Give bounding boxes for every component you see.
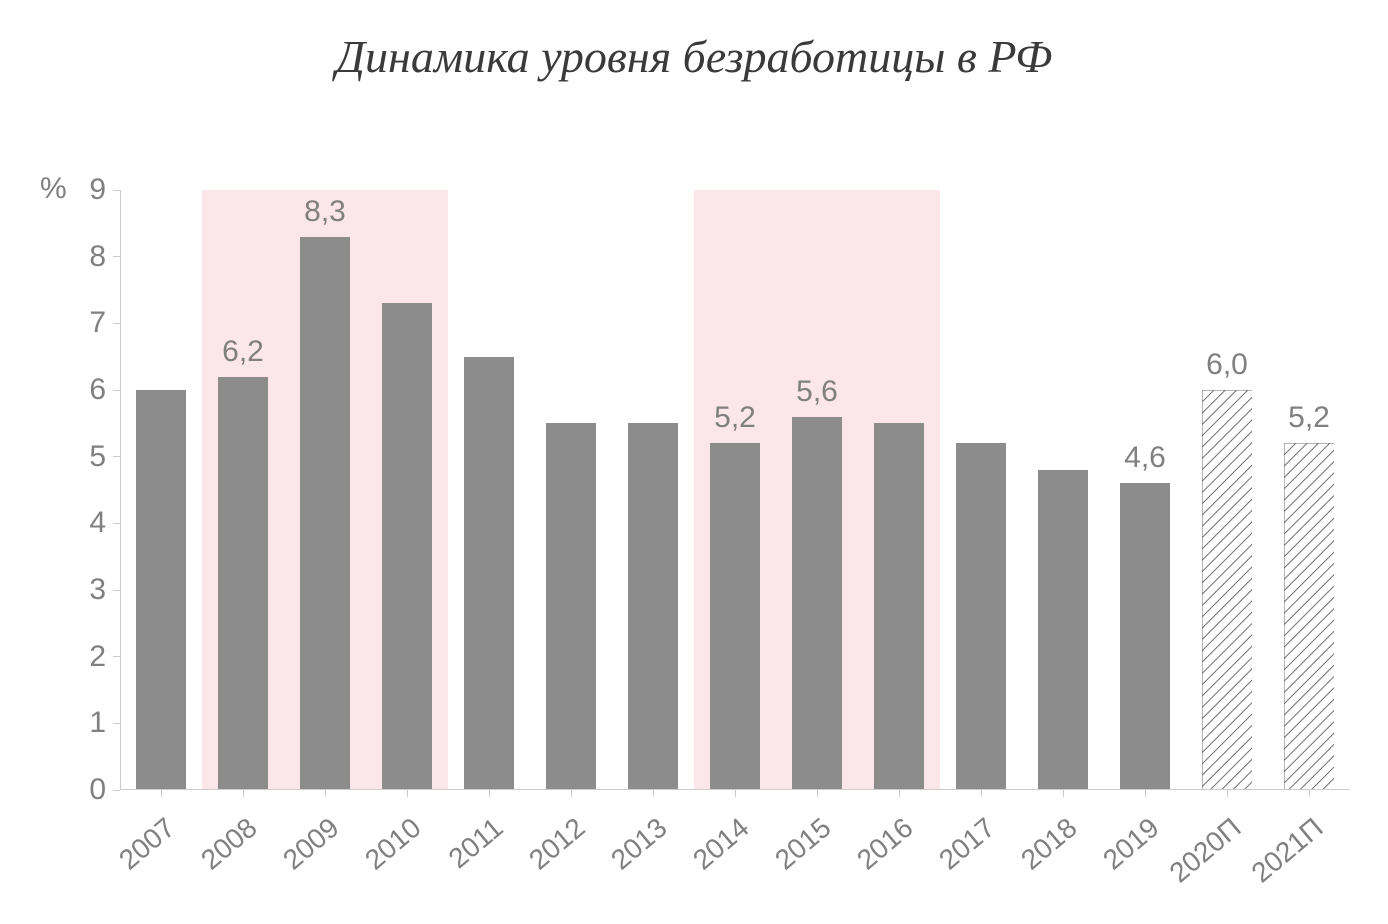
y-tick-mark [113,523,120,524]
y-tick-label: 0 [66,773,106,807]
x-axis-label: 2014 [650,812,755,907]
bar-slot [1022,190,1104,790]
bar-value-label: 5,2 [694,401,776,435]
y-tick-label: 8 [66,240,106,274]
chart-container: Динамика уровня безработицы в РФ % 6,2 8,… [0,0,1388,924]
y-tick-label: 4 [66,506,106,540]
bar-hatched [1284,443,1335,790]
bar-slot: 8,3 [284,190,366,790]
x-tick-mark [735,790,736,797]
x-axis-label: 2016 [814,812,919,907]
x-tick-mark [407,790,408,797]
y-axis-line [120,190,121,790]
bar [546,423,597,790]
bar-value-label: 5,6 [776,375,858,409]
y-tick-mark [113,256,120,257]
bar [792,417,843,790]
y-tick-mark [113,723,120,724]
x-axis-label: 2021П [1224,812,1329,907]
bar [628,423,679,790]
bar-slot: 5,6 [776,190,858,790]
bar [1038,470,1089,790]
x-tick-mark [243,790,244,797]
bar-hatched [1202,390,1253,790]
bar-slot: 5,2 [1268,190,1350,790]
x-axis-label: 2020П [1142,812,1247,907]
bars-layer: 6,28,35,25,64,66,05,2 [120,190,1350,790]
y-tick-label: 7 [66,306,106,340]
x-tick-mark [1145,790,1146,797]
x-axis-label: 2007 [76,812,181,907]
bar-value-label: 6,2 [202,335,284,369]
y-tick-mark [113,456,120,457]
x-tick-mark [981,790,982,797]
y-tick-mark [113,390,120,391]
bar-slot: 6,0 [1186,190,1268,790]
x-axis-label: 2008 [158,812,263,907]
y-tick-mark [113,790,120,791]
x-tick-mark [489,790,490,797]
x-tick-mark [817,790,818,797]
chart-title: Динамика уровня безработицы в РФ [0,30,1388,83]
bar [218,377,269,790]
y-tick-mark [113,190,120,191]
bar-slot [858,190,940,790]
x-axis-label: 2009 [240,812,345,907]
y-tick-mark [113,590,120,591]
x-tick-mark [653,790,654,797]
x-axis-label: 2013 [568,812,673,907]
bar-value-label: 8,3 [284,195,366,229]
plot-area: 6,28,35,25,64,66,05,2 012345678920072008… [120,190,1350,790]
bar [1120,483,1171,790]
y-tick-mark [113,323,120,324]
x-tick-mark [899,790,900,797]
x-axis-label: 2018 [978,812,1083,907]
y-tick-mark [113,656,120,657]
bar [300,237,351,790]
bar-slot [120,190,202,790]
bar-value-label: 6,0 [1186,348,1268,382]
x-tick-mark [325,790,326,797]
x-axis-label: 2017 [896,812,1001,907]
bar-slot: 4,6 [1104,190,1186,790]
x-tick-mark [571,790,572,797]
y-tick-label: 1 [66,706,106,740]
bar [956,443,1007,790]
y-tick-label: 9 [66,173,106,207]
bar-value-label: 5,2 [1268,401,1350,435]
x-axis-label: 2019 [1060,812,1165,907]
x-tick-mark [1063,790,1064,797]
y-axis-unit: % [40,172,67,206]
x-axis-label: 2010 [322,812,427,907]
bar-slot [530,190,612,790]
y-tick-label: 3 [66,573,106,607]
y-tick-label: 5 [66,440,106,474]
bar-slot: 6,2 [202,190,284,790]
bar-slot [448,190,530,790]
bar [710,443,761,790]
y-tick-label: 6 [66,373,106,407]
y-tick-label: 2 [66,640,106,674]
bar [136,390,187,790]
x-tick-mark [161,790,162,797]
bar [464,357,515,790]
bar-slot [366,190,448,790]
bar [874,423,925,790]
x-axis-label: 2012 [486,812,591,907]
x-axis-label: 2015 [732,812,837,907]
bar-slot: 5,2 [694,190,776,790]
x-axis-label: 2011 [404,812,509,907]
bar-value-label: 4,6 [1104,441,1186,475]
x-tick-mark [1227,790,1228,797]
bar [382,303,433,790]
bar-slot [940,190,1022,790]
x-tick-mark [1309,790,1310,797]
bar-slot [612,190,694,790]
